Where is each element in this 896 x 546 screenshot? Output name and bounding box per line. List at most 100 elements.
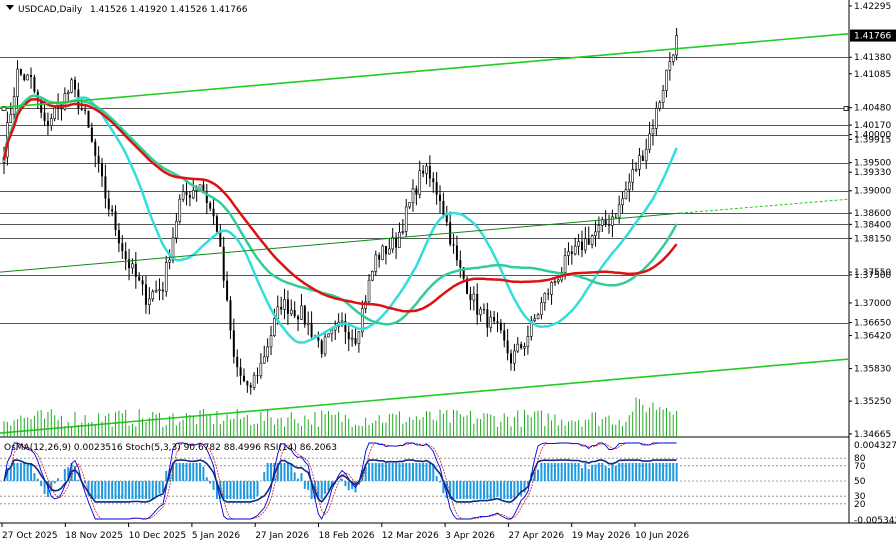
candle-bull [357, 331, 361, 345]
candle-bull [401, 231, 405, 233]
candle-bull [567, 251, 570, 256]
candle-bear [442, 201, 445, 215]
candle-bull [164, 262, 168, 292]
candle-bear [23, 74, 26, 81]
candle-bear [493, 317, 496, 322]
candle-bear [432, 178, 435, 183]
candle-bear [641, 155, 644, 161]
candle-bull [191, 190, 195, 199]
candle-bull [577, 241, 580, 247]
candle-bull [350, 337, 354, 340]
candle-bear [570, 251, 573, 254]
candle-bear [395, 237, 398, 248]
candle-bull [516, 343, 520, 352]
candle-bull [26, 74, 29, 81]
candle-bear [19, 69, 22, 75]
candle-bear [286, 299, 289, 314]
candle-bear [222, 246, 225, 281]
candle-bull [425, 165, 428, 174]
candle-bear [236, 356, 239, 368]
candle-bear [608, 224, 611, 226]
candle-bear [219, 231, 222, 247]
candle-bear [94, 141, 97, 156]
candle-bull [624, 189, 628, 200]
ohlc-values: 1.41526 1.41920 1.41526 1.41766 [90, 5, 248, 15]
candle-bull [168, 259, 171, 263]
candle-bear [297, 316, 300, 320]
price-tick-label: 1.41380 [854, 53, 891, 63]
price-tick-label: 1.37550 [854, 268, 891, 278]
candle-bull [638, 155, 641, 170]
candle-bear [499, 322, 502, 331]
candle-bull [262, 356, 266, 364]
candle-bull [327, 333, 330, 338]
candle-bear [303, 305, 306, 325]
candle-bear [141, 280, 144, 285]
candle-bull [408, 202, 411, 208]
candle-bear [469, 293, 472, 301]
candle-bull [154, 290, 158, 293]
candle-bear [520, 344, 523, 349]
trend-line-extension [679, 198, 850, 214]
candle-bull [472, 293, 476, 301]
price-axis: 1.42295 1.41766 1.41380 1.41085 1.40480 1.401… [849, 2, 896, 440]
candle-bull [391, 237, 395, 250]
candle-bear [144, 284, 147, 305]
price-tick-label: 1.37000 [854, 299, 891, 309]
candle-bull [553, 281, 557, 284]
price-tick-label: 1.37500 [854, 271, 891, 281]
candle-bear [185, 191, 188, 196]
candle-bull [479, 308, 482, 316]
candle-bear [40, 100, 43, 113]
candle-bear [587, 238, 590, 245]
candle-bear [134, 263, 137, 277]
price-tick-label: 1.35250 [854, 397, 891, 407]
candle-bull [671, 54, 675, 62]
candle-bear [90, 127, 93, 142]
level-marker-right [843, 106, 849, 111]
candle-bear [226, 280, 229, 301]
candle-bear [239, 367, 242, 376]
candle-bear [344, 320, 347, 332]
price-pane[interactable] [0, 0, 896, 524]
candle-bull [259, 362, 263, 377]
volume-bars [3, 397, 678, 437]
candle-bear [466, 278, 469, 294]
candle-bear [97, 155, 100, 164]
candle-bull [675, 35, 678, 56]
candle-bear [138, 276, 141, 281]
candle-bull [9, 114, 13, 123]
dropdown-triangle-icon[interactable] [6, 5, 14, 10]
candle-bull [171, 237, 175, 261]
candle-bear [229, 300, 232, 331]
candle-bull [418, 170, 422, 195]
candle-bear [246, 381, 249, 386]
indicator-axis-label: 70 [854, 462, 866, 472]
current-price-label: 1.41766 [854, 32, 891, 42]
candle-bear [422, 170, 425, 174]
candle-bear [462, 267, 465, 279]
candle-bear [486, 309, 489, 328]
date-tick-label: 12 Mar 2026 [382, 531, 439, 541]
price-tick-label: 1.39915 [854, 135, 891, 145]
candle-bull [627, 181, 631, 190]
candle-bear [101, 163, 104, 177]
candle-bear [256, 375, 259, 377]
candle-bear [242, 375, 245, 382]
candle-bull [651, 128, 655, 135]
candle-bull [269, 335, 273, 348]
candle-bull [131, 263, 134, 269]
candle-bull [289, 309, 293, 315]
trend-line [0, 212, 681, 273]
ma-slow-line [2, 97, 678, 313]
date-tick-label: 10 Dec 2025 [129, 531, 187, 541]
candle-bear [212, 208, 215, 217]
indicator-axis-label: 20 [854, 500, 866, 510]
candle-bull [323, 336, 327, 355]
candle-bear [215, 216, 218, 232]
candle-bull [584, 238, 587, 251]
candle-bull [330, 329, 334, 335]
candle-bear [188, 195, 191, 198]
